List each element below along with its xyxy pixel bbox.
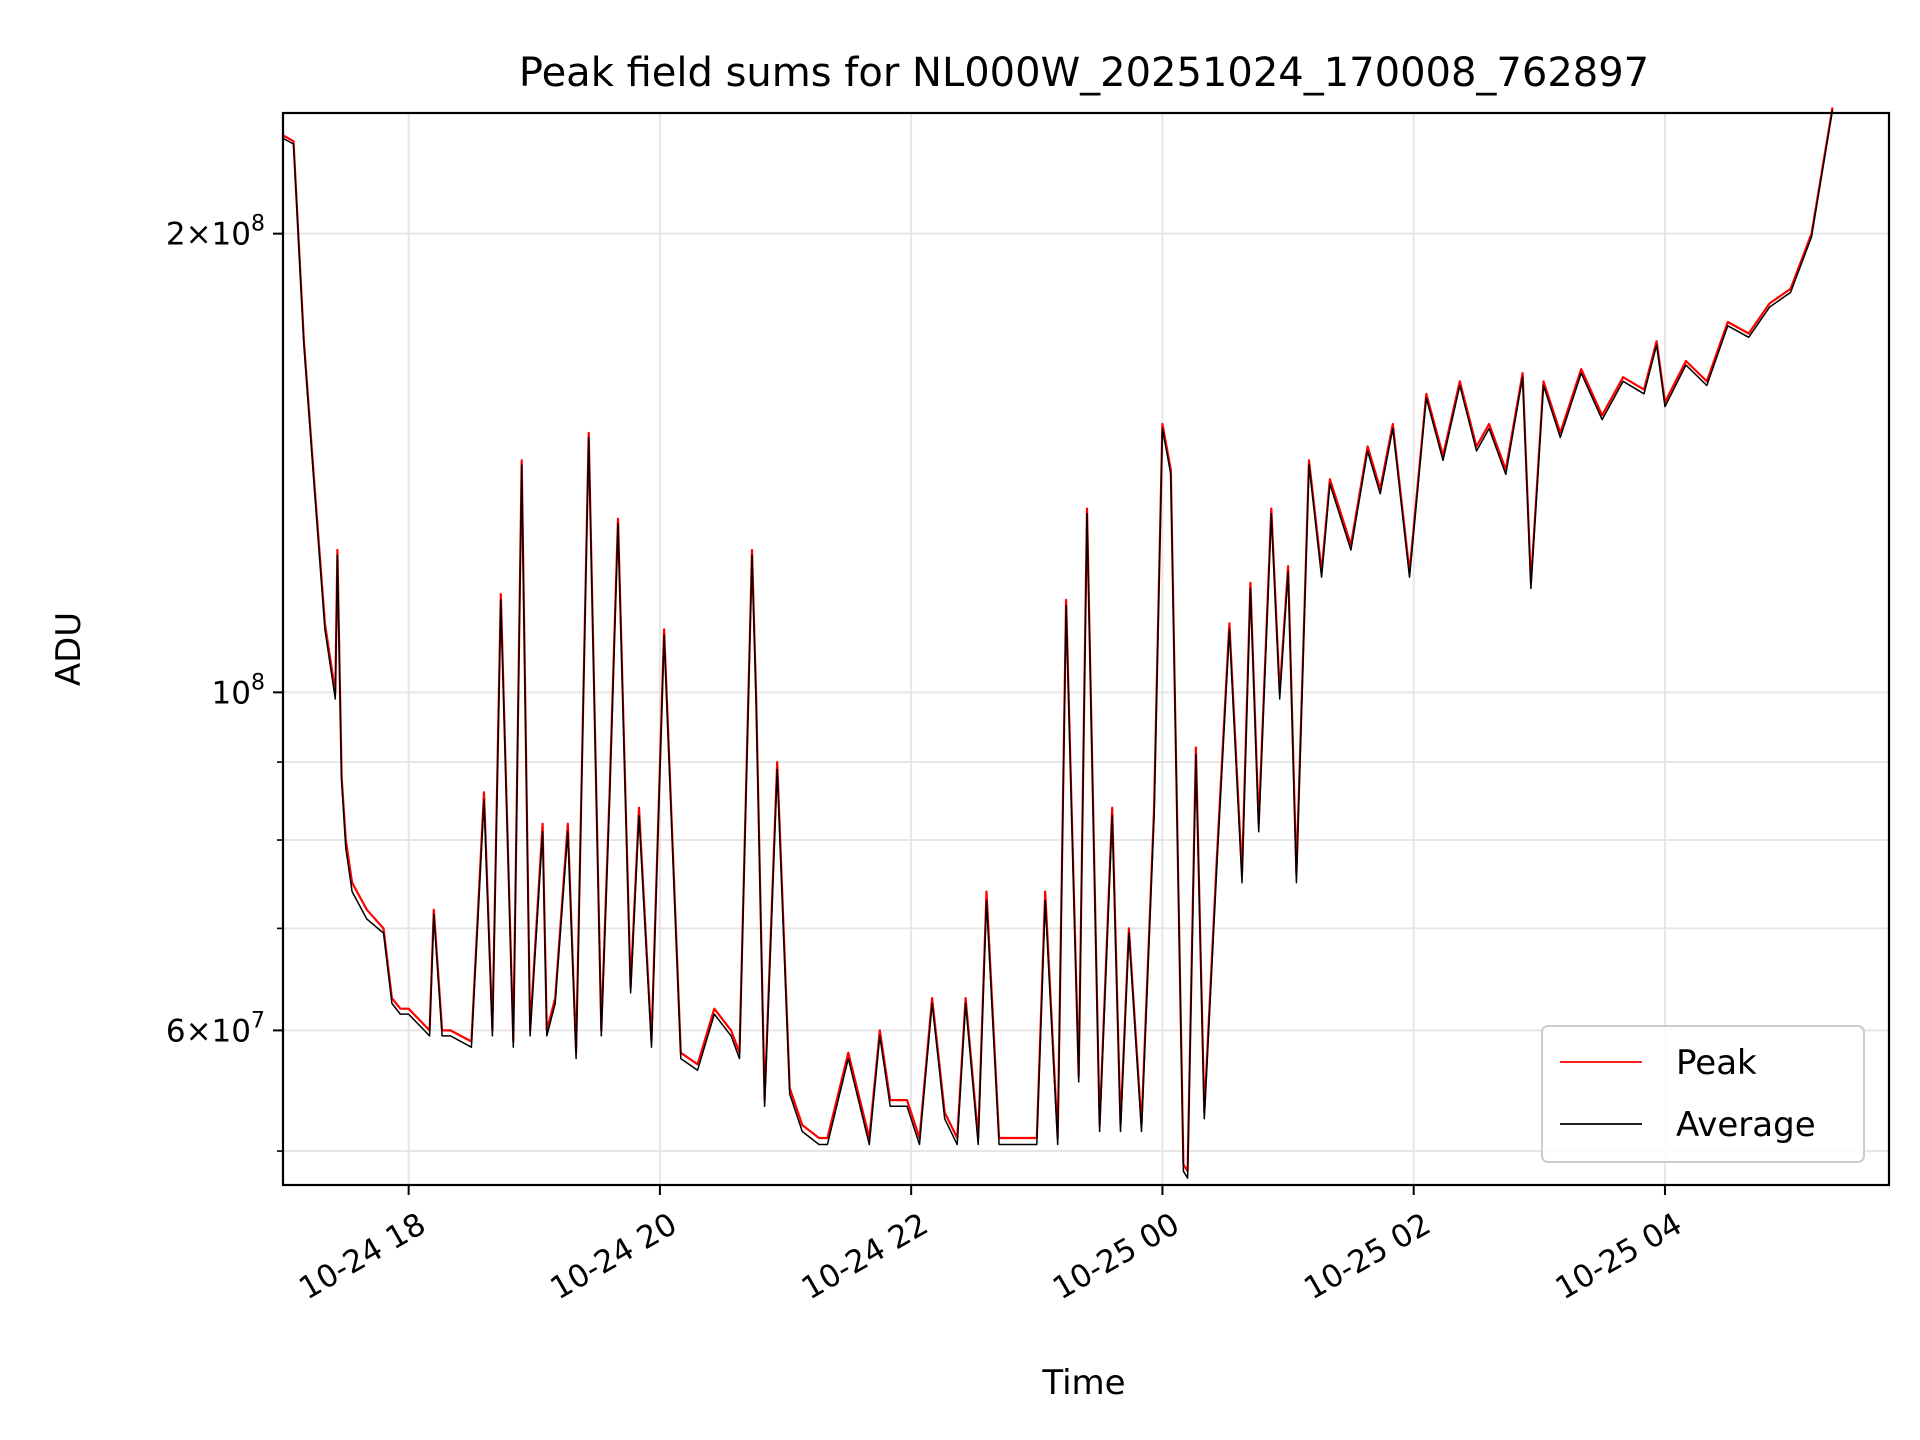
legend-average-label: Average (1676, 1105, 1816, 1145)
y-axis-label: ADU (49, 612, 89, 686)
grid-lines (283, 113, 1889, 1185)
y-axis-ticks: 6×107 108 2×108 (166, 212, 283, 1152)
plot-frame (281, 111, 1891, 1187)
y-tick-label: 2×108 (166, 212, 265, 253)
series-line-average (282, 110, 1834, 1179)
legend-peak-label: Peak (1676, 1043, 1757, 1083)
x-axis-label: Time (1041, 1363, 1125, 1403)
y-tick-label: 6×107 (166, 1008, 265, 1049)
legend: Peak Average (1541, 1025, 1865, 1163)
y-tick-label: 108 (212, 670, 265, 711)
legend-box (1541, 1025, 1865, 1163)
series-lines (282, 107, 1834, 1179)
chart-title: Peak field sums for NL000W_20251024_1700… (519, 50, 1649, 96)
